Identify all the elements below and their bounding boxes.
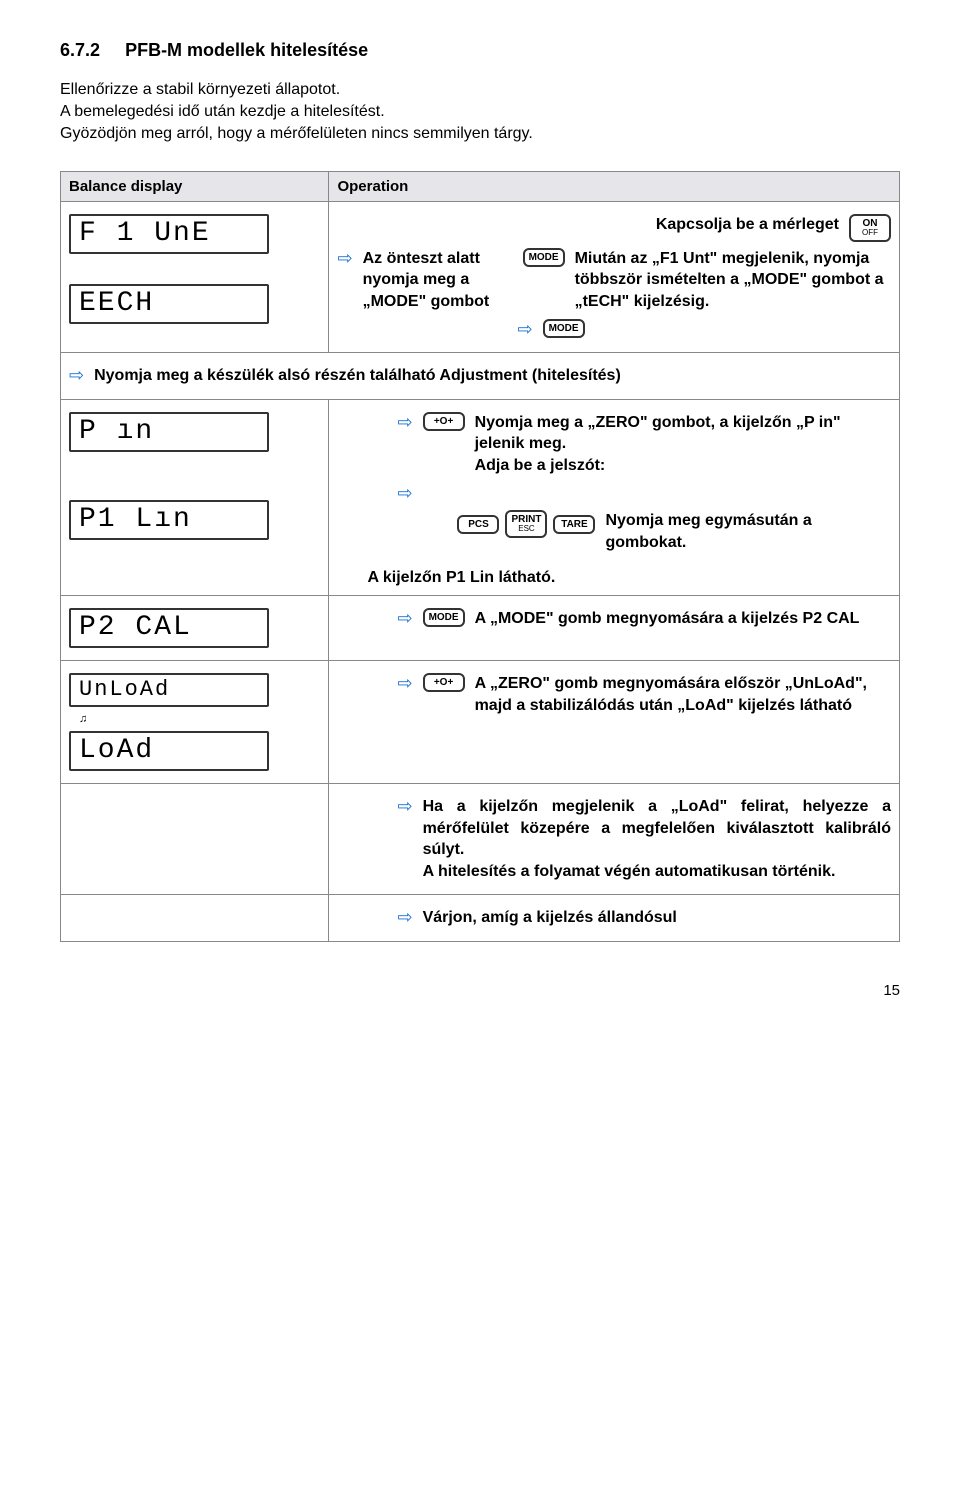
arrow-icon: ⇨ bbox=[337, 248, 352, 270]
table-row: F 1 UnE EECH Kapcsolja be a mérleget ON … bbox=[61, 202, 900, 353]
print-button-icon: PRINT ESC bbox=[505, 510, 547, 538]
lcd-p1lin: P1 Lın bbox=[69, 500, 269, 540]
zero-button-icon: +O+ bbox=[423, 673, 465, 692]
mode-button-icon: MODE bbox=[543, 319, 585, 338]
mode-button-icon: MODE bbox=[423, 608, 465, 627]
lcd-p2cal: P2 CAL bbox=[69, 608, 269, 648]
load-instruction-text2: A hitelesítés a folyamat végén automatik… bbox=[423, 861, 891, 883]
adja-text: Adja be a jelszót: bbox=[475, 455, 891, 477]
mode-button-icon: MODE bbox=[523, 248, 565, 267]
arrow-icon: ⇨ bbox=[397, 673, 412, 695]
wait-text: Várjon, amíg a kijelzés állandósul bbox=[423, 907, 677, 929]
page-number: 15 bbox=[60, 982, 900, 999]
arrow-icon: ⇨ bbox=[397, 907, 412, 929]
kapcsolja-text: Kapcsolja be a mérleget bbox=[656, 214, 839, 236]
zero-text: Nyomja meg a „ZERO" gombot, a kijelzőn „… bbox=[475, 412, 891, 455]
stability-indicator-icon: ♫ bbox=[79, 713, 320, 725]
pcs-button-icon: PCS bbox=[457, 515, 499, 534]
arrow-icon: ⇨ bbox=[397, 608, 412, 630]
arrow-icon: ⇨ bbox=[397, 412, 412, 434]
p2cal-text: A „MODE" gomb megnyomására a kijelzés P2… bbox=[475, 608, 860, 630]
header-display: Balance display bbox=[61, 172, 329, 202]
miutan-text: Miután az „F1 Unt" megjelenik, nyomja tö… bbox=[575, 248, 891, 313]
intro-line-2: A bemelegedési idő után kezdje a hiteles… bbox=[60, 103, 900, 121]
section-number: 6.7.2 bbox=[60, 40, 100, 60]
adjustment-text: Nyomja meg a készülék alsó részén találh… bbox=[94, 365, 621, 387]
intro-line-1: Ellenőrizze a stabil környezeti állapoto… bbox=[60, 81, 900, 99]
intro-block: Ellenőrizze a stabil környezeti állapoto… bbox=[60, 81, 900, 143]
p1lin-text: A kijelzőn P1 Lin látható. bbox=[367, 567, 891, 589]
tare-button-icon: TARE bbox=[553, 515, 595, 534]
table-row: ⇨ Nyomja meg a készülék alsó részén talá… bbox=[61, 353, 900, 400]
lcd-f1unt: F 1 UnE bbox=[69, 214, 269, 254]
onteszt-text: Az önteszt alatt nyomja meg a „MODE" gom… bbox=[363, 248, 513, 313]
arrow-icon: ⇨ bbox=[397, 796, 412, 818]
zero-button-icon: +O+ bbox=[423, 412, 465, 431]
table-row: ⇨ Ha a kijelzőn megjelenik a „LoAd" feli… bbox=[61, 783, 900, 894]
arrow-icon: ⇨ bbox=[69, 365, 84, 387]
lcd-pin: P ın bbox=[69, 412, 269, 452]
table-row: ⇨ Várjon, amíg a kijelzés állandósul bbox=[61, 895, 900, 942]
password-button-group: PCS PRINT ESC TARE bbox=[457, 510, 595, 538]
header-operation: Operation bbox=[329, 172, 900, 202]
unload-text: A „ZERO" gomb megnyomására először „UnLo… bbox=[475, 673, 891, 716]
on-off-button-icon: ON OFF bbox=[849, 214, 891, 242]
lcd-unload: UnLoAd bbox=[69, 673, 269, 707]
table-row: P ın P1 Lın ⇨ +O+ Nyomja meg a „ZERO" go… bbox=[61, 399, 900, 595]
intro-line-3: Gyözödjön meg arról, hogy a mérőfelülete… bbox=[60, 125, 900, 143]
section-title-text: PFB-M modellek hitelesítése bbox=[125, 40, 368, 60]
arrow-icon: ⇨ bbox=[397, 483, 412, 505]
arrow-icon: ⇨ bbox=[517, 319, 532, 341]
table-row: P2 CAL ⇨ MODE A „MODE" gomb megnyomására… bbox=[61, 595, 900, 660]
procedure-table: Balance display Operation F 1 UnE EECH K… bbox=[60, 171, 900, 942]
table-row: UnLoAd ♫ LoAd ⇨ +O+ A „ZERO" gomb megnyo… bbox=[61, 660, 900, 783]
load-instruction-text: Ha a kijelzőn megjelenik a „LoAd" felira… bbox=[423, 796, 891, 861]
lcd-load: LoAd bbox=[69, 731, 269, 771]
section-heading: 6.7.2 PFB-M modellek hitelesítése bbox=[60, 40, 900, 61]
nyomja-gombokat-text: Nyomja meg egymásután a gombokat. bbox=[605, 510, 891, 553]
lcd-tech: EECH bbox=[69, 284, 269, 324]
